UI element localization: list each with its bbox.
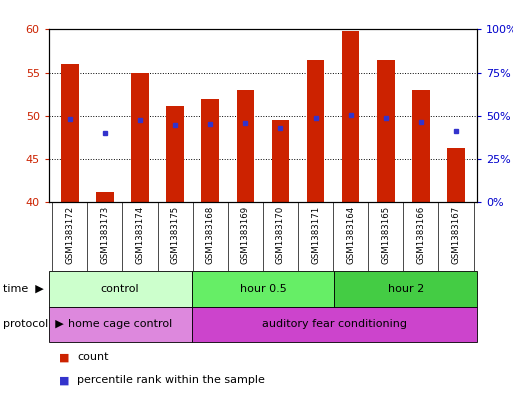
Text: GSM1383175: GSM1383175 [171, 206, 180, 264]
Bar [131, 73, 149, 202]
Text: GSM1383174: GSM1383174 [135, 206, 145, 264]
Text: GSM1383172: GSM1383172 [65, 206, 74, 264]
Text: GSM1383168: GSM1383168 [206, 206, 215, 264]
Bar [61, 64, 78, 202]
Text: GSM1383170: GSM1383170 [276, 206, 285, 264]
Bar [342, 31, 360, 202]
Text: GSM1383166: GSM1383166 [417, 206, 425, 264]
Text: hour 2: hour 2 [388, 284, 424, 294]
Text: GSM1383167: GSM1383167 [451, 206, 461, 264]
Bar [166, 106, 184, 202]
Text: protocol  ▶: protocol ▶ [3, 319, 63, 329]
FancyBboxPatch shape [49, 271, 191, 307]
Text: home cage control: home cage control [68, 319, 172, 329]
Bar [272, 120, 289, 202]
FancyBboxPatch shape [191, 271, 334, 307]
Bar [412, 90, 430, 202]
Text: time  ▶: time ▶ [3, 284, 43, 294]
Text: ■: ■ [59, 352, 69, 362]
FancyBboxPatch shape [49, 307, 191, 342]
Bar [377, 60, 394, 202]
FancyBboxPatch shape [334, 271, 477, 307]
Text: GSM1383171: GSM1383171 [311, 206, 320, 264]
Text: control: control [101, 284, 140, 294]
Text: GSM1383165: GSM1383165 [381, 206, 390, 264]
Text: auditory fear conditioning: auditory fear conditioning [262, 319, 407, 329]
FancyBboxPatch shape [191, 307, 477, 342]
Bar [236, 90, 254, 202]
Bar [202, 99, 219, 202]
Bar [96, 192, 114, 202]
Text: percentile rank within the sample: percentile rank within the sample [77, 375, 265, 385]
Text: ■: ■ [59, 375, 69, 385]
Text: GSM1383169: GSM1383169 [241, 206, 250, 264]
Text: GSM1383173: GSM1383173 [101, 206, 109, 264]
Text: hour 0.5: hour 0.5 [240, 284, 286, 294]
Bar [307, 60, 324, 202]
Bar [447, 148, 465, 202]
Text: count: count [77, 352, 108, 362]
Text: GSM1383164: GSM1383164 [346, 206, 355, 264]
